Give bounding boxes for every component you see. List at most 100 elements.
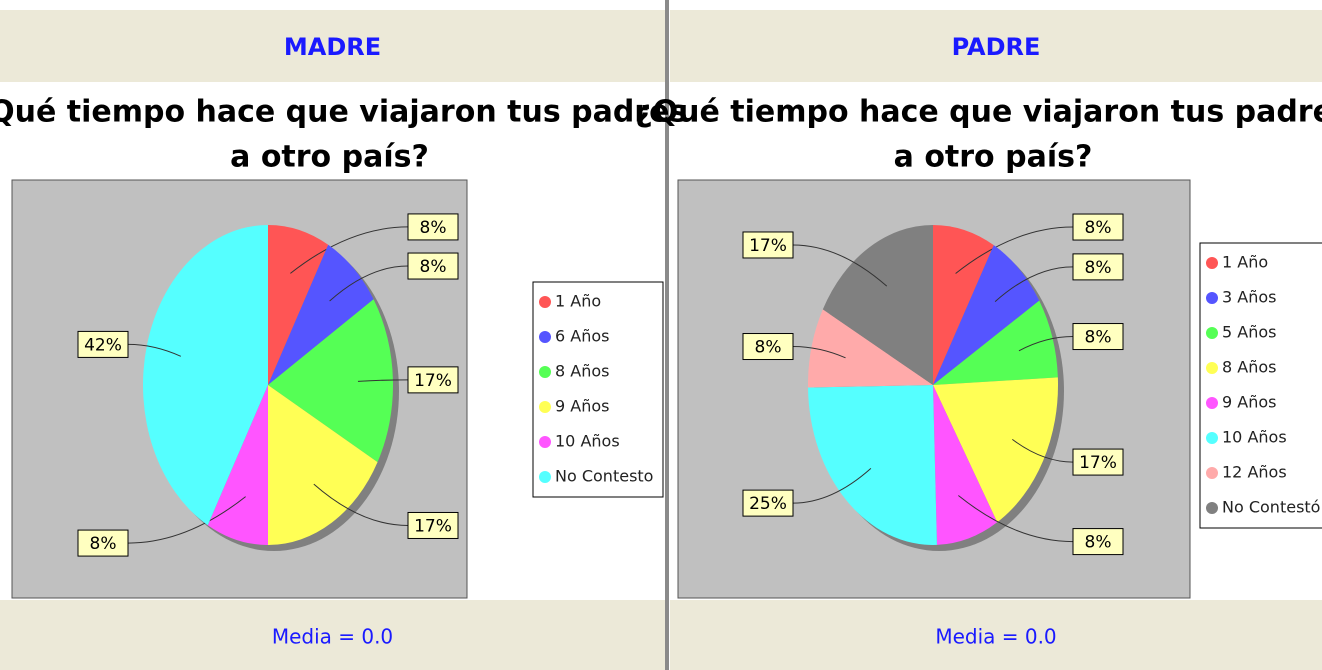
legend-label: 8 Años [555,362,609,381]
value-label: 8% [420,218,447,238]
label-box [407,252,459,280]
pie-slice [268,244,374,385]
value-label: 8% [1085,533,1112,553]
label-box [1072,213,1124,241]
legend-swatch [1206,292,1218,304]
legend-label: 9 Años [555,397,609,416]
legend-swatch [539,296,551,308]
label-box [1072,528,1124,556]
label-connector [127,343,182,357]
legend-swatch [539,471,551,483]
legend-swatch [539,436,551,448]
label-box [1072,253,1124,281]
label-connector [994,266,1074,302]
pie-slice [933,300,1058,385]
label-connector [958,495,1074,543]
pie-slice [268,299,393,463]
legend-label: 12 Años [1222,463,1287,482]
pie-slice [933,245,1040,385]
pie-slice [143,225,268,526]
value-label: 8% [1085,258,1112,278]
label-connector [313,483,409,526]
legend-label: 3 Años [1222,288,1276,307]
value-label: 17% [414,516,452,536]
legend-label: 1 Año [1222,253,1268,272]
legend-label: 8 Años [1222,358,1276,377]
footer-band [670,600,1322,670]
label-connector [955,226,1074,274]
label-connector [1018,336,1074,352]
value-label: 17% [414,371,452,391]
panel-footer: Media = 0.0 [272,625,393,649]
pie-slice [808,309,933,388]
legend-swatch [539,366,551,378]
label-connector [290,226,409,274]
legend-label: No Contestó [1222,498,1320,517]
label-box [1072,323,1124,351]
chart-title: a otro país? [894,140,1093,175]
divider [665,0,669,670]
value-label: 8% [1085,218,1112,238]
legend-label: 5 Años [1222,323,1276,342]
legend-label: 9 Años [1222,393,1276,412]
legend-swatch [1206,257,1218,269]
label-box [407,366,459,394]
pie-slice [933,377,1058,523]
label-box [742,489,794,517]
legend-swatch [1206,327,1218,339]
legend [1199,242,1322,529]
label-connector [792,346,846,359]
pie-slice [268,385,378,545]
pie-slice [207,385,268,545]
label-box [407,511,459,539]
legend-label: No Contesto [555,467,653,486]
chart-title: ¿Qué tiempo hace que viajaron tus padres [635,95,1322,130]
legend-label: 6 Años [555,327,609,346]
value-label: 8% [755,338,782,358]
header-band [670,10,1322,82]
header-band [0,10,665,82]
legend-swatch [1206,502,1218,514]
label-box [1072,448,1124,476]
label-connector [1012,439,1074,463]
label-connector [792,244,888,287]
value-label: 17% [749,236,787,256]
label-connector [357,379,409,382]
pie-slice [933,385,998,545]
label-connector [792,468,872,504]
panel-footer: Media = 0.0 [935,625,1056,649]
panel-header: MADRE [284,33,381,61]
pie-slice [822,225,933,385]
pie-slice [808,385,937,545]
label-box [77,529,129,557]
legend-label: 10 Años [1222,428,1287,447]
value-label: 17% [1079,453,1117,473]
value-label: 8% [90,534,117,554]
legend-swatch [1206,432,1218,444]
value-label: 25% [749,494,787,514]
chart-title: a otro país? [230,140,429,175]
value-label: 42% [84,335,122,355]
label-box [407,213,459,241]
label-box [742,231,794,259]
pie-slice [933,225,994,385]
legend-swatch [1206,362,1218,374]
pie-slice [268,225,329,385]
panel-header: PADRE [952,33,1041,61]
legend-label: 10 Años [555,432,620,451]
legend-swatch [539,331,551,343]
legend [532,281,664,498]
value-label: 8% [1085,328,1112,348]
label-connector [329,265,409,302]
legend-label: 1 Año [555,292,601,311]
legend-swatch [539,401,551,413]
value-label: 8% [420,257,447,277]
label-box [77,330,129,358]
label-connector [127,496,246,544]
chart-title: ¿Qué tiempo hace que viajaron tus padres [0,95,687,130]
label-box [742,333,794,361]
footer-band [0,600,665,670]
legend-swatch [1206,467,1218,479]
legend-swatch [1206,397,1218,409]
